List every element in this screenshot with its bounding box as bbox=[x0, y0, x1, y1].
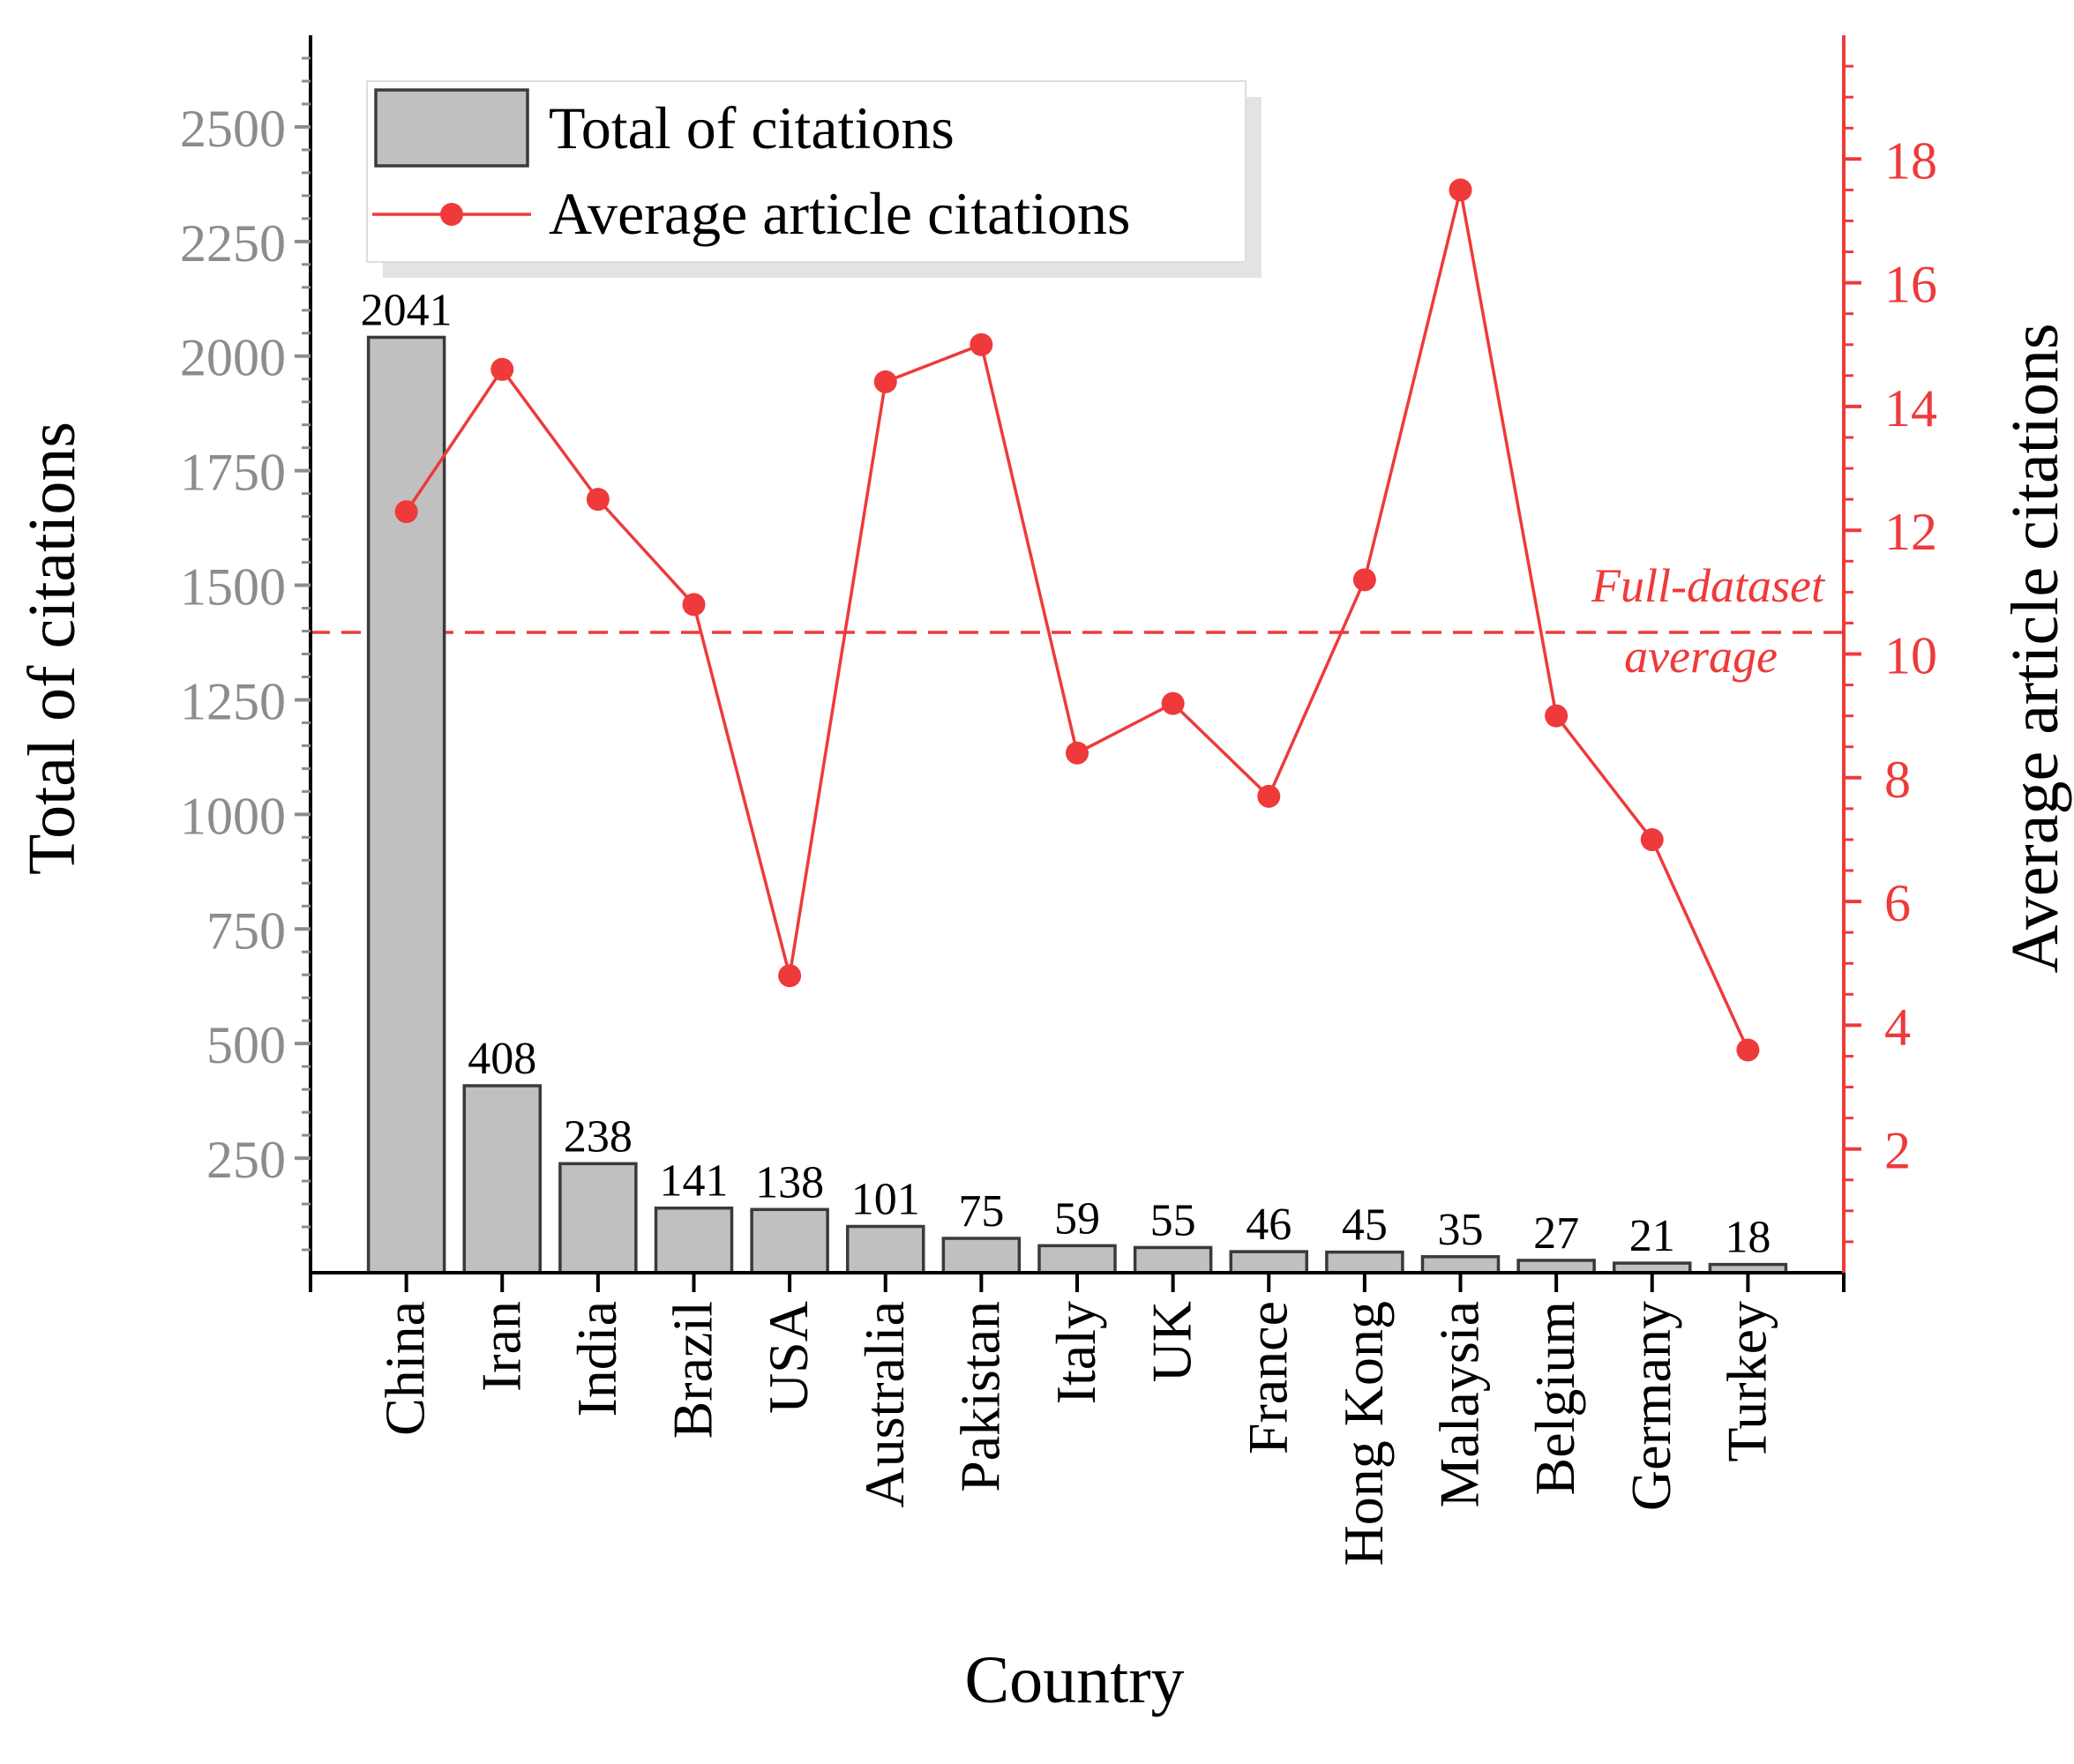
bar-china bbox=[366, 335, 446, 1274]
line-point-iran bbox=[490, 357, 514, 381]
left-tick-label: 1250 bbox=[180, 672, 286, 730]
line-point-malaysia bbox=[1449, 178, 1472, 202]
left-tick-label: 2500 bbox=[180, 100, 286, 158]
bar-india bbox=[558, 1162, 638, 1274]
left-tick-label: 750 bbox=[206, 901, 286, 960]
legend-label-bars: Total of citations bbox=[549, 94, 955, 161]
right-tick-label: 16 bbox=[1884, 256, 1937, 314]
x-category-label: Italy bbox=[1044, 1301, 1107, 1404]
bar-label: 138 bbox=[755, 1157, 824, 1207]
bar-data-labels: 2041 408 238 141 138 101 75 59 55 46 45 35 27 21 18 bbox=[361, 285, 1771, 1262]
line-point-turkey bbox=[1736, 1038, 1760, 1062]
bar-label: 18 bbox=[1725, 1213, 1771, 1263]
reference-line-group: Full-dataset average bbox=[311, 559, 1844, 683]
legend: Total of citations Average article citati… bbox=[366, 80, 1262, 278]
line-point-hong-kong bbox=[1352, 568, 1376, 592]
bar-label: 46 bbox=[1246, 1200, 1292, 1250]
bar-usa bbox=[750, 1207, 829, 1274]
bar-label: 2041 bbox=[361, 285, 453, 335]
line-point-china bbox=[394, 500, 418, 524]
left-tick-label: 2000 bbox=[180, 329, 286, 387]
right-tick-label: 10 bbox=[1884, 627, 1937, 685]
left-tick-label: 500 bbox=[206, 1016, 286, 1074]
right-axis-title: Average article citations bbox=[1998, 323, 2072, 973]
line-point-india bbox=[586, 488, 610, 512]
bar-belgium bbox=[1516, 1259, 1596, 1274]
line-point-uk bbox=[1161, 691, 1185, 715]
bar-uk bbox=[1133, 1245, 1213, 1274]
line-point-belgium bbox=[1545, 704, 1569, 728]
bar-australia bbox=[846, 1224, 925, 1274]
right-tick-label: 18 bbox=[1884, 131, 1937, 190]
left-axis-title: Total of citations bbox=[15, 422, 89, 875]
bar-label: 55 bbox=[1150, 1195, 1196, 1245]
bar-pakistan bbox=[941, 1237, 1022, 1274]
line-point-italy bbox=[1066, 741, 1089, 765]
axis-titles: Country Total of citations Average artic… bbox=[15, 323, 2072, 1717]
x-category-label: USA bbox=[757, 1301, 820, 1414]
x-category-label: Pakistan bbox=[948, 1301, 1011, 1492]
left-tick-label: 2250 bbox=[180, 214, 286, 273]
line-series bbox=[394, 178, 1760, 1062]
bar-label: 27 bbox=[1533, 1208, 1579, 1259]
x-category-label: Brazil bbox=[662, 1301, 724, 1439]
x-category-label: Germany bbox=[1620, 1301, 1682, 1511]
line-point-usa bbox=[778, 964, 802, 988]
bar-label: 21 bbox=[1629, 1211, 1675, 1261]
line-point-germany bbox=[1640, 827, 1664, 851]
reference-label-line1: Full-dataset bbox=[1591, 559, 1826, 612]
bar-italy bbox=[1037, 1244, 1117, 1274]
right-tick-label: 8 bbox=[1884, 751, 1911, 809]
bar-label: 59 bbox=[1054, 1193, 1100, 1244]
line-point-australia bbox=[873, 370, 897, 393]
right-tick-label: 2 bbox=[1884, 1122, 1911, 1180]
right-tick-label: 14 bbox=[1884, 379, 1937, 437]
axes: 2505007501000125015001750200022502500246… bbox=[180, 35, 1937, 1566]
x-category-label: UK bbox=[1141, 1301, 1203, 1382]
bar-iran bbox=[462, 1084, 542, 1274]
line-point-france bbox=[1257, 784, 1281, 808]
legend-bar-swatch bbox=[374, 88, 529, 168]
bar-label: 75 bbox=[958, 1186, 1004, 1237]
legend-line-marker bbox=[440, 203, 463, 226]
bar-label: 408 bbox=[468, 1034, 536, 1084]
bar-label: 35 bbox=[1438, 1205, 1484, 1255]
bar-brazil bbox=[654, 1206, 734, 1274]
right-tick-label: 6 bbox=[1884, 874, 1911, 932]
left-tick-label: 250 bbox=[206, 1131, 286, 1189]
bar-label: 141 bbox=[660, 1156, 729, 1207]
bar-label: 238 bbox=[564, 1111, 633, 1162]
bar-malaysia bbox=[1420, 1255, 1501, 1274]
x-category-label: Turkey bbox=[1715, 1301, 1778, 1462]
x-category-label: Malaysia bbox=[1428, 1301, 1491, 1508]
x-category-label: Iran bbox=[469, 1301, 532, 1392]
bar-france bbox=[1229, 1250, 1308, 1274]
x-category-label: France bbox=[1236, 1301, 1299, 1454]
left-tick-label: 1000 bbox=[180, 787, 286, 845]
x-category-label: China bbox=[374, 1301, 437, 1436]
bar-label: 101 bbox=[851, 1175, 920, 1225]
reference-label-line2: average bbox=[1624, 630, 1778, 683]
x-category-label: Belgium bbox=[1524, 1301, 1586, 1495]
x-axis-title: Country bbox=[964, 1643, 1184, 1717]
left-tick-label: 1500 bbox=[180, 558, 286, 617]
right-tick-label: 4 bbox=[1884, 998, 1911, 1056]
line-point-brazil bbox=[682, 593, 706, 617]
right-tick-label: 12 bbox=[1884, 503, 1937, 561]
bar-hong-kong bbox=[1325, 1250, 1404, 1274]
legend-label-line: Average article citations bbox=[549, 180, 1131, 247]
x-category-label: Australia bbox=[853, 1301, 916, 1508]
bar-label: 45 bbox=[1342, 1200, 1388, 1251]
x-category-label: Hong Kong bbox=[1332, 1301, 1395, 1566]
line-point-pakistan bbox=[970, 333, 993, 356]
x-category-label: India bbox=[565, 1301, 628, 1417]
left-tick-label: 1750 bbox=[180, 444, 286, 502]
